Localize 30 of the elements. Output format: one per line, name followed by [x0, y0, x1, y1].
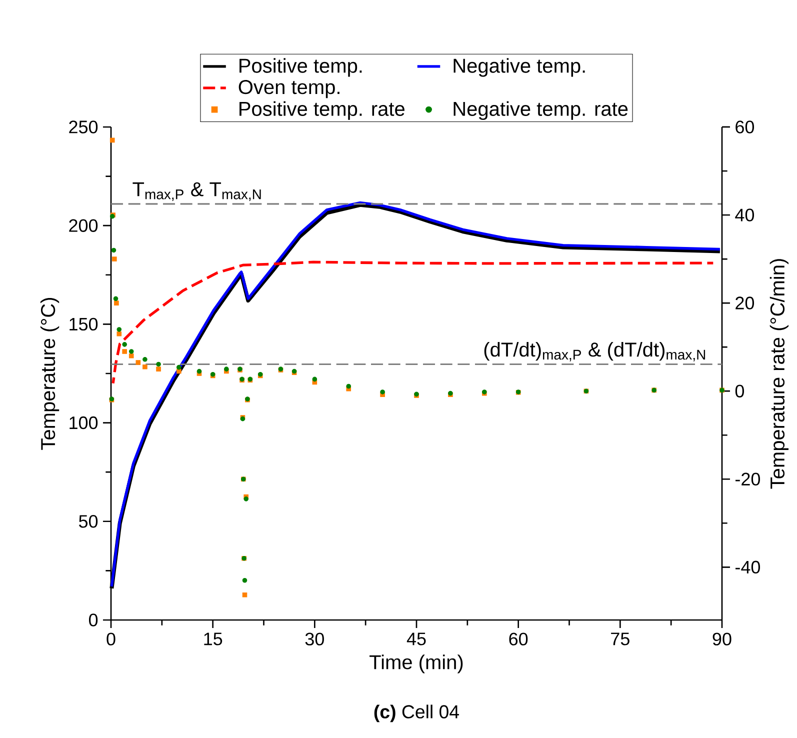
y2-tick-label: 60 — [736, 120, 754, 134]
y2-axis-title: Temperature rate (°C/min) — [770, 259, 788, 489]
x-tick-label: 15 — [204, 632, 222, 646]
x-tick-label: 45 — [406, 632, 426, 646]
y-tick-label: 0 — [88, 614, 98, 626]
y-tick-label: 200 — [69, 219, 98, 232]
x-tick-label: 0 — [106, 632, 116, 646]
y2-tick-label: 0 — [735, 384, 744, 398]
text: (c) Cell 04 — [374, 704, 459, 722]
legend-label: Oven temp. — [238, 80, 340, 98]
y-tick-label: 100 — [70, 416, 98, 430]
y2-tick-label: -40 — [735, 560, 760, 574]
legend-label: Negative temp. rate — [454, 101, 628, 120]
ref-line-label: T$_{max,P}$ & T$_{max,N}$ — [132, 182, 261, 201]
y-tick-label: 250 — [69, 120, 98, 134]
y2-tick-label: 20 — [736, 296, 754, 310]
y-axis-title: Temperature (°C) — [40, 298, 60, 450]
y2-tick-label: -20 — [735, 472, 760, 486]
x-tick-label: 75 — [611, 632, 630, 646]
legend-label: Negative temp. — [454, 58, 585, 77]
ref-line-label: (dT/dt)$_{max,P}$ & (dT/dt)$_{max,N}$ — [484, 342, 706, 362]
x-tick-label: 60 — [509, 632, 528, 646]
legend-label: Positive temp. rate — [240, 101, 404, 120]
x-tick-label: 30 — [305, 632, 324, 646]
y-tick-label: 150 — [70, 318, 98, 331]
x-tick-label: 90 — [712, 632, 732, 646]
x-axis-title: Time (min) — [370, 654, 463, 674]
y2-tick-label: 40 — [735, 208, 754, 222]
legend-label: Positive temp. — [240, 58, 362, 77]
y-tick-label: 50 — [78, 515, 98, 528]
